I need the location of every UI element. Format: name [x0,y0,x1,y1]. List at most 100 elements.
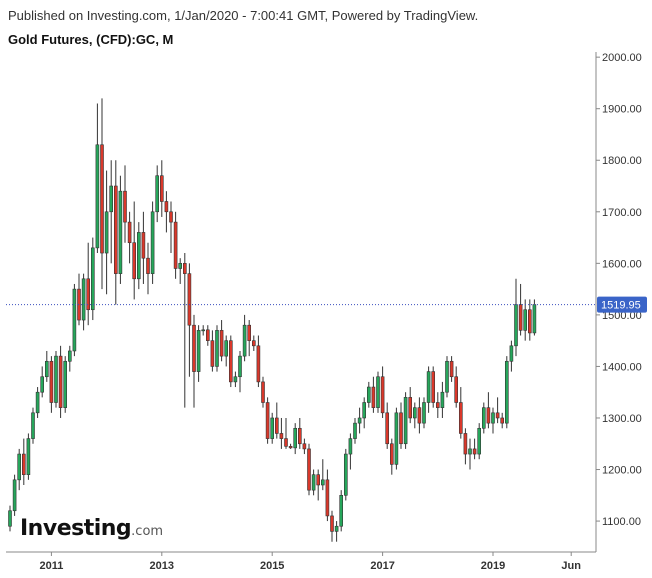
time-tick-label: 2013 [150,560,174,572]
candle [206,325,210,346]
candle [284,417,288,449]
candle-body [164,201,169,213]
candle-body [458,402,463,434]
candle-body [477,427,482,455]
candle-body [491,412,495,424]
candle-body [518,304,523,331]
candle-body [95,144,100,249]
candle [81,273,86,331]
candle [173,211,178,279]
candle [371,376,376,413]
candle-body [238,355,242,378]
candle [454,366,459,408]
candle-body [31,412,35,439]
candle [270,412,275,444]
candle-body [385,412,390,445]
candle [164,191,169,233]
candle-body [192,324,196,372]
candle [123,165,127,243]
candle-body [215,330,219,367]
candle-body [58,355,63,408]
candle [495,397,500,424]
candle-body [316,474,321,486]
candle [288,443,293,449]
candle-body [307,448,311,491]
candle [449,356,454,382]
candle [91,237,95,321]
candle [201,325,205,336]
candle [293,423,298,455]
candle-body [412,407,417,419]
candle [58,345,63,418]
candle [380,366,385,418]
candle [35,387,40,418]
candle [72,283,77,357]
candle-body [252,340,256,347]
candle-body [26,438,31,475]
candle [100,98,104,290]
time-tick-label: 2019 [481,560,505,572]
candle-body [311,474,316,491]
candle-body [123,190,127,223]
candle [366,381,371,408]
candle-body [109,185,113,213]
candle [44,350,49,382]
candle [224,335,228,367]
candle [49,356,54,413]
candle [362,397,367,429]
candle [63,356,68,413]
candle-body [178,263,182,269]
candle [376,371,380,413]
candle-body [293,427,298,449]
candle [389,438,394,475]
candle-body [408,397,413,419]
candle-body [389,443,394,465]
price-tick-label: 1200.00 [602,465,642,477]
candle-body [532,304,537,334]
candle-body [302,443,307,450]
candle-body [206,329,210,341]
investing-logo: Investing.com [20,516,163,541]
candle [127,211,132,264]
candle [256,335,261,388]
candle-body [284,438,288,447]
candle [491,407,495,434]
current-price-label: 1519.95 [601,300,641,312]
time-tick-label: 2015 [260,560,284,572]
candle-body [132,242,136,280]
candle [408,387,413,424]
time-tick-label: 2017 [370,560,394,572]
candle-body [468,448,472,455]
candle [297,417,302,449]
candle-body [265,402,270,439]
candle-body [435,402,440,408]
candle-body [72,288,77,352]
candle-body [394,412,399,465]
candle-body [17,453,22,481]
candle [463,428,468,465]
candle-body [247,324,251,341]
candle-body [472,448,477,455]
candle-body [403,397,408,445]
candle [192,314,196,408]
candle-body [325,479,330,517]
candle-body [141,232,146,259]
candle [118,175,123,284]
candle-body [509,345,514,362]
candle [440,381,445,418]
candle [146,242,150,295]
candle-body [229,340,233,383]
candle-body [449,360,454,378]
candle-body [334,525,339,532]
candle-body [137,232,141,280]
candle-body [261,381,265,403]
candle-body [445,360,449,393]
candle-body [155,175,159,213]
price-tick-label: 1900.00 [602,104,642,116]
candle [8,505,12,532]
candle [357,407,362,434]
candle [95,103,100,254]
candle-body [366,386,371,403]
candle-body [63,360,68,408]
candle [330,510,334,542]
